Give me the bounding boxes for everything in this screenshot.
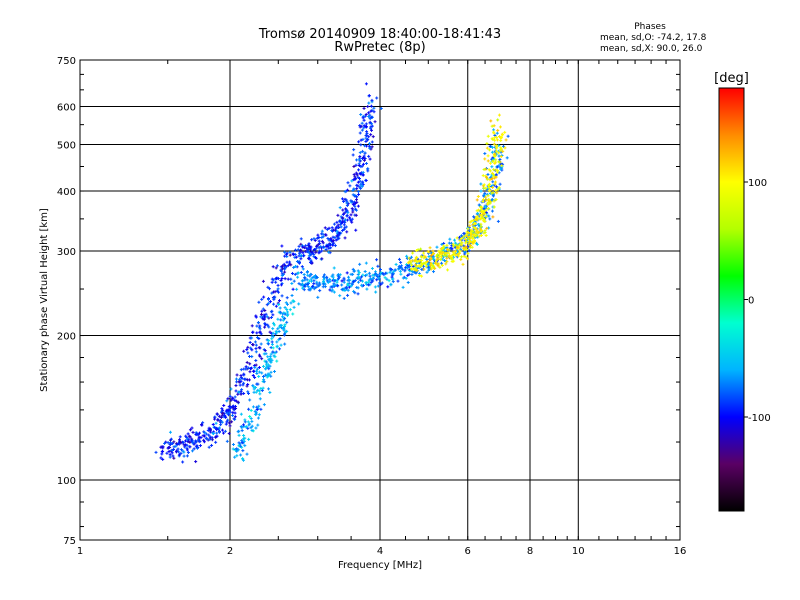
x-tick-label: 16 (674, 546, 687, 557)
y-tick-label: 300 (57, 247, 76, 258)
chart-title: Tromsø 20140909 18:40:00-18:41:43 (258, 27, 502, 42)
plot-frame (79, 59, 681, 541)
x-tick-label: 1 (77, 546, 83, 557)
y-tick-label: 200 (57, 332, 76, 343)
colorbar-tick-label: -100 (748, 413, 771, 424)
y-tick-label: 600 (57, 103, 76, 114)
colorbar (718, 87, 745, 512)
colorbar-unit: [deg] (714, 71, 749, 86)
x-axis-label: Frequency [MHz] (338, 560, 422, 571)
x-tick-label: 10 (572, 546, 585, 557)
phase-stats-title: Phases (634, 22, 666, 32)
x-tick-label: 2 (227, 546, 233, 557)
colorbar-tick-label: 100 (748, 178, 767, 189)
x-tick-label: 8 (527, 546, 533, 557)
phase-stats-x: mean, sd,X: 90.0, 26.0 (600, 44, 703, 54)
x-tick-label: 6 (465, 546, 471, 557)
x-tick-label: 4 (377, 546, 383, 557)
colorbar-tick-label: 0 (748, 296, 754, 307)
phase-stats: Phases mean, sd,O: -74.2, 17.8 mean, sd,… (600, 22, 707, 55)
chart-subtitle: RwPretec (8p) (334, 40, 426, 55)
y-axis-label: Stationary phase Virtual Height [km] (39, 208, 50, 392)
y-tick-label: 400 (57, 187, 76, 198)
phase-stats-o: mean, sd,O: -74.2, 17.8 (600, 33, 707, 43)
y-tick-label: 75 (63, 536, 76, 547)
scatter-points (154, 82, 510, 464)
y-tick-label: 750 (57, 56, 76, 67)
y-tick-label: 500 (57, 141, 76, 152)
y-tick-label: 100 (57, 476, 76, 487)
